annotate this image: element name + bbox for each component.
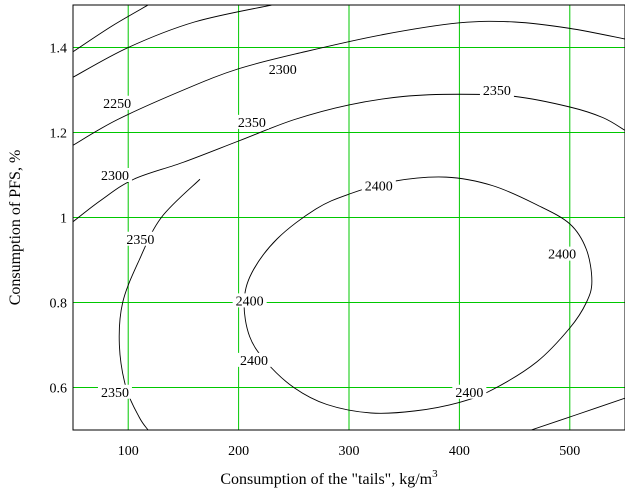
x-tick-label-400: 400 — [449, 444, 470, 459]
y-tick-label-1.2: 1.2 — [50, 127, 68, 142]
contour-label-bg — [232, 293, 267, 308]
contour-label-bg — [265, 61, 300, 76]
y-axis-title: Consumption of PFS, % — [7, 150, 24, 306]
y-tick-label-1: 1 — [60, 212, 67, 227]
contour-label-2400: 2400 — [548, 248, 576, 263]
x-tick-label-500: 500 — [559, 444, 580, 459]
grid-lines — [73, 5, 625, 430]
contour-label-bg — [234, 114, 269, 129]
x-axis-title: Consumption of the "tails", kg/m3 — [220, 468, 438, 488]
contour-label-2250: 2250 — [103, 97, 131, 112]
contour-label-2400: 2400 — [455, 386, 483, 401]
contour-label-2400: 2400 — [236, 294, 264, 309]
y-tick-labels: 0.6 0.8 1 1.2 1.4 — [50, 42, 68, 397]
x-tick-label-100: 100 — [118, 444, 139, 459]
contour-2350-segment-2 — [118, 178, 201, 430]
contour-2300-segment-2 — [531, 397, 625, 430]
contour-label-bg — [545, 246, 580, 261]
x-axis-title-superscript: 3 — [432, 468, 438, 480]
contour-lines — [73, 5, 625, 430]
contour-label-bg — [452, 384, 487, 399]
plot-frame — [72, 4, 625, 431]
contour-label-bg — [123, 231, 158, 246]
y-tick-label-0.6: 0.6 — [50, 382, 68, 397]
contour-label-2350: 2350 — [483, 84, 511, 99]
contour-labels: 2250 2300 2300 2350 2350 2350 2350 2400 2400 2400… — [97, 61, 580, 401]
contour-label-2400: 2400 — [240, 354, 268, 369]
contour-2250-segment-1 — [73, 5, 149, 53]
contour-2300-segment-1 — [73, 20, 625, 146]
contour-2400-segment-1 — [243, 176, 593, 414]
contour-label-bg — [361, 178, 396, 193]
contour-2250-segment-2 — [73, 5, 272, 78]
contour-label-bg — [97, 168, 132, 182]
contour-label-2350: 2350 — [126, 233, 154, 248]
contour-label-2300: 2300 — [101, 169, 129, 184]
y-tick-label-1.4: 1.4 — [50, 42, 68, 57]
contour-label-bg — [479, 83, 514, 97]
contour-label-bg — [100, 95, 135, 110]
contour-label-2300: 2300 — [269, 63, 297, 78]
contour-label-2400: 2400 — [365, 180, 393, 195]
contour-label-2350: 2350 — [101, 386, 129, 401]
x-axis-title-text: Consumption of the "tails", kg/m — [220, 471, 432, 488]
contour-label-bg — [237, 352, 272, 367]
contour-2350-segment-1 — [73, 93, 625, 223]
contour-label-bg — [97, 384, 132, 399]
x-tick-label-200: 200 — [228, 444, 249, 459]
contour-label-2350: 2350 — [238, 116, 266, 131]
x-tick-label-300: 300 — [339, 444, 360, 459]
x-tick-labels: 100 200 300 400 500 — [118, 444, 581, 459]
y-tick-label-0.8: 0.8 — [50, 297, 68, 312]
